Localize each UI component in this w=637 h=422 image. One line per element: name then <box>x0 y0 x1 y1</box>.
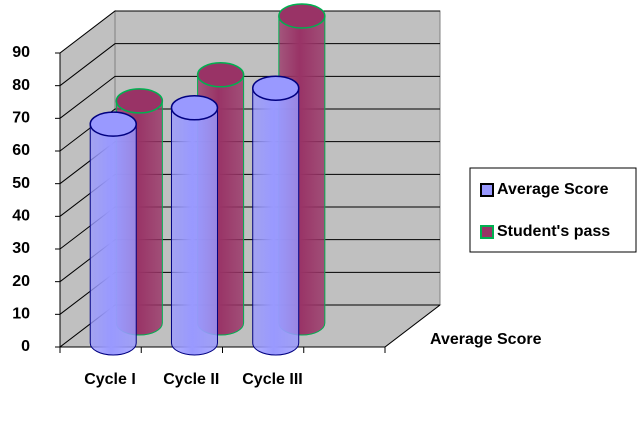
grid-line <box>59 43 440 87</box>
grid-line <box>59 108 440 152</box>
depth-axis-label: Average Score <box>430 331 542 348</box>
cylinder-top <box>170 95 219 121</box>
depth-axis <box>384 304 441 348</box>
cylinder-top <box>196 62 245 88</box>
legend-swatch <box>480 183 494 197</box>
x-tick-label: Cycle I <box>84 371 136 388</box>
y-tick-label: 60 <box>12 142 30 159</box>
legend-swatch <box>480 225 494 239</box>
cylinder-body <box>170 107 218 356</box>
y-tick-label: 40 <box>12 208 30 225</box>
y-tick-label: 70 <box>12 110 30 127</box>
cylinder-top <box>115 88 164 114</box>
legend-label: Student's pass <box>497 223 610 240</box>
grid-line <box>59 75 440 119</box>
cylinder-top <box>89 111 137 137</box>
y-tick-label: 0 <box>21 338 30 355</box>
y-tick-label: 30 <box>12 240 30 257</box>
grid-line <box>59 10 440 54</box>
cylinder-body <box>252 87 300 356</box>
cylinder-top <box>278 3 326 29</box>
cylinder <box>170 95 219 356</box>
cylinder <box>89 111 137 356</box>
legend-label: Average Score <box>497 181 609 198</box>
cylinder <box>251 75 300 356</box>
y-tick-label: 80 <box>12 77 30 94</box>
y-tick-label: 10 <box>12 306 30 323</box>
legend-box <box>469 167 637 253</box>
y-tick-label: 20 <box>12 273 30 290</box>
x-tick-label: Cycle III <box>242 371 303 388</box>
x-tick-label: Cycle II <box>163 371 220 388</box>
cylinder-top <box>251 75 300 101</box>
y-tick-label: 90 <box>12 44 30 61</box>
y-tick-label: 50 <box>12 175 30 192</box>
cylinder-body <box>89 123 137 356</box>
